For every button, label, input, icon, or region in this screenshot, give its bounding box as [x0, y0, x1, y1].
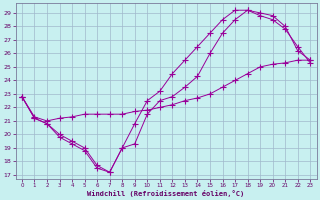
X-axis label: Windchill (Refroidissement éolien,°C): Windchill (Refroidissement éolien,°C): [87, 190, 245, 197]
